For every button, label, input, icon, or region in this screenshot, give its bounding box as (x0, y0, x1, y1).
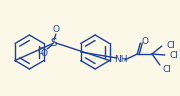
Text: O: O (52, 24, 59, 34)
Text: O: O (41, 48, 48, 58)
Text: O: O (142, 38, 149, 46)
Text: S: S (51, 38, 57, 48)
Text: Cl: Cl (170, 50, 179, 60)
Text: Cl: Cl (163, 65, 172, 74)
Text: Cl: Cl (167, 41, 176, 50)
Text: NH: NH (114, 55, 127, 65)
Text: Cl: Cl (37, 46, 46, 55)
